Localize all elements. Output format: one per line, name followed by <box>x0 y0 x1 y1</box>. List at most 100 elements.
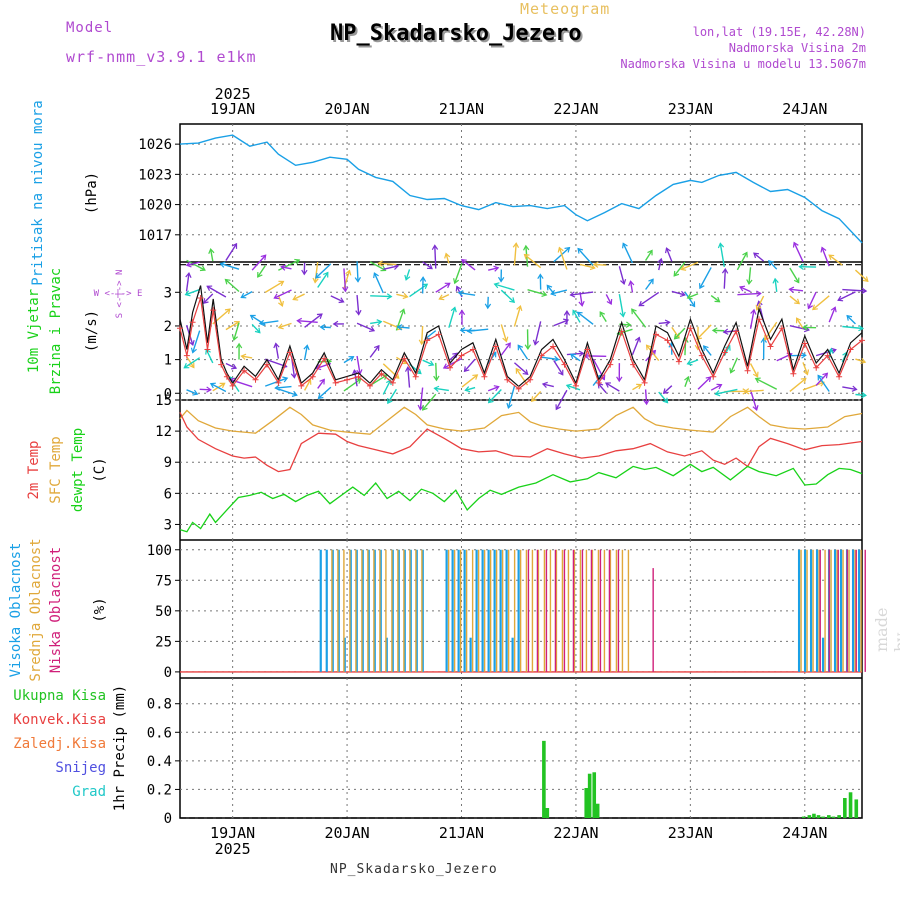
wind-arrowhead <box>524 344 532 351</box>
wind-arrowhead <box>665 247 671 254</box>
wind-arrowhead <box>673 270 680 277</box>
wind-arrowhead <box>793 277 800 284</box>
wind-marker <box>698 352 705 359</box>
wind-arrowhead <box>522 369 529 376</box>
wind-arrowhead <box>509 297 516 303</box>
wind-marker <box>778 325 785 332</box>
y-tick-label: 9 <box>164 455 172 471</box>
wind-arrow <box>753 252 765 262</box>
wind-arrowhead <box>631 308 637 315</box>
wind-arrow <box>241 355 253 359</box>
wind-arrowhead <box>506 402 513 409</box>
wind-arrow <box>658 391 669 404</box>
pressure-label: Pritisak na nivou mora <box>30 100 46 285</box>
wind-arrowhead <box>755 304 762 311</box>
wind-arrow <box>343 268 347 292</box>
wind-arrow <box>749 389 758 411</box>
wind-arrow <box>278 322 292 329</box>
wind-arrowhead <box>563 318 570 325</box>
watermark: made by Angel <box>872 607 900 652</box>
wind-marker <box>424 337 431 344</box>
wind-arrowhead <box>219 261 226 268</box>
wind-arrow <box>233 322 240 341</box>
wind-arrow <box>749 309 755 329</box>
y-tick-label: 0.8 <box>147 697 172 713</box>
precip-bar <box>542 740 546 818</box>
wind-arrow <box>257 265 266 278</box>
wind-arrowhead <box>830 347 837 354</box>
wind-arrow <box>458 291 476 296</box>
wind-arrow <box>277 295 284 307</box>
wind-arrow <box>551 289 568 295</box>
wind-arrowhead <box>714 390 721 397</box>
wind-arrow <box>774 278 778 292</box>
wind-arrow <box>736 252 748 271</box>
wind-arrow <box>572 310 581 323</box>
wind-marker <box>412 373 419 380</box>
wind-arrow <box>793 242 804 262</box>
wind-arrow <box>317 272 329 288</box>
wind-arrow <box>356 322 375 332</box>
wind-arrowhead <box>673 333 680 340</box>
wind-arrow <box>203 293 214 304</box>
lonlat: lon,lat (19.15E, 42.28N) <box>692 25 866 39</box>
wind-gust-line <box>179 297 863 390</box>
wind-arrowhead <box>444 252 451 259</box>
wind-marker <box>458 352 465 359</box>
wind-compass-h: W <-|-> E <box>94 289 143 299</box>
wind-arrowhead <box>619 311 626 318</box>
precip-bar <box>854 799 859 818</box>
cloud-period-high <box>445 549 520 672</box>
top-date-label: 21JAN <box>439 100 484 118</box>
wind-arrowhead <box>192 389 199 396</box>
wind-arrowhead <box>415 368 422 375</box>
chart-kind: Meteogram <box>520 0 611 18</box>
wind-arrowhead <box>696 334 702 341</box>
wind-marker <box>859 337 865 344</box>
wind-arrow <box>343 356 354 364</box>
wind-arrow <box>274 289 292 299</box>
wind-arrowhead <box>792 241 799 248</box>
wind-arrowhead <box>303 344 310 351</box>
wind-arrowhead <box>312 277 319 284</box>
wind-arrowhead <box>764 334 770 341</box>
wind-arrowhead <box>634 336 641 343</box>
wind-arrowhead <box>684 375 691 382</box>
wind-arrowhead <box>290 372 298 379</box>
wind-arrowhead <box>433 375 440 382</box>
wind-arrowhead <box>419 276 427 282</box>
wind-marker <box>664 337 671 344</box>
wind-arrowhead <box>807 303 813 310</box>
wind-arrow <box>448 307 456 328</box>
wind-marker <box>447 364 454 371</box>
wind-arrowhead <box>231 334 239 341</box>
wind-arrow <box>553 319 569 327</box>
wind-arrowhead <box>497 276 505 283</box>
wind-arrow <box>278 388 298 396</box>
wind-arrowhead <box>385 379 392 386</box>
wind-marker <box>550 343 557 350</box>
precip-bar <box>848 792 853 818</box>
wind-arrowhead <box>788 286 795 293</box>
temp-unit: (C) <box>92 457 108 482</box>
wind-arrowhead <box>386 293 393 300</box>
wind-arrowhead <box>592 261 599 268</box>
wind-arrow <box>723 268 727 289</box>
wind-arrow <box>680 261 699 271</box>
wind-arrowhead <box>537 273 544 280</box>
wind-arrowhead <box>694 344 702 351</box>
wind-arrow <box>671 290 686 296</box>
precip-label: 1hr Precip (mm) <box>112 685 128 811</box>
precip-bar <box>545 808 550 818</box>
wind-arrowhead <box>280 264 287 271</box>
wind-arrowhead <box>426 263 433 270</box>
wind-arrowhead <box>484 303 492 310</box>
wind-arrow <box>658 321 670 325</box>
wind-arrowhead <box>418 339 426 346</box>
y-tick-label: 100 <box>147 543 172 559</box>
wind-arrow <box>369 374 388 386</box>
wind-arrowhead <box>686 359 693 366</box>
wind-arrowhead <box>628 280 635 287</box>
top-date-label: 22JAN <box>553 100 598 118</box>
wind-arrowhead <box>459 327 466 334</box>
